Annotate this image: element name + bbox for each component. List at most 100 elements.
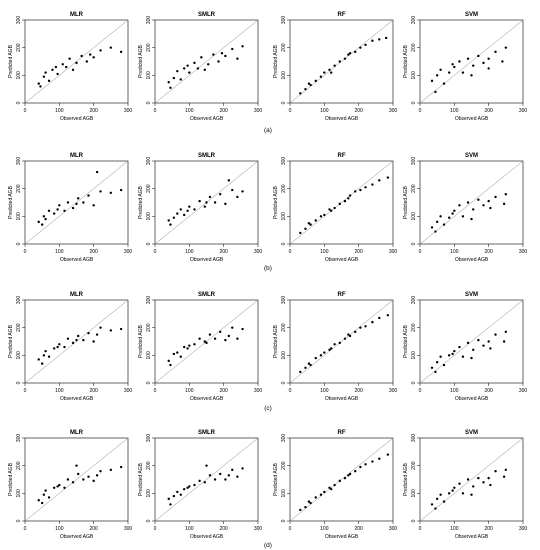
data-point	[40, 501, 44, 505]
data-point	[364, 43, 367, 47]
data-point	[179, 78, 182, 81]
y-tick-label: 200	[16, 43, 22, 52]
plot-frame	[154, 437, 259, 522]
data-point	[198, 479, 201, 483]
plot-frame	[289, 299, 394, 384]
y-tick-label: 200	[16, 461, 22, 470]
data-point	[504, 193, 508, 196]
x-tick-label: 300	[254, 108, 263, 114]
panel-title: SVM	[465, 292, 478, 298]
y-tick-label: 200	[281, 43, 287, 52]
data-point	[447, 71, 451, 74]
y-tick-label: 0	[16, 381, 22, 384]
data-point	[458, 204, 461, 207]
y-tick-label: 200	[281, 184, 287, 193]
x-tick-label: 0	[24, 388, 27, 394]
x-tick-label: 300	[519, 108, 528, 114]
x-tick-label: 200	[219, 108, 228, 114]
data-point	[227, 474, 231, 477]
y-tick-label: 200	[281, 461, 287, 470]
row-label: (b)	[264, 265, 272, 272]
plot-frame	[154, 19, 259, 104]
data-point	[453, 65, 456, 69]
data-point	[213, 337, 217, 340]
data-point	[343, 199, 347, 203]
data-point	[347, 197, 350, 200]
y-tick-label: 200	[411, 184, 417, 193]
x-tick-label: 300	[254, 249, 263, 255]
data-point	[319, 493, 323, 496]
scatter-panel-rf-1: RF 0 100 200 300 0 100 200 300 Observed AGB Predic…	[273, 12, 397, 122]
one-to-one-line	[24, 299, 129, 384]
data-point	[95, 170, 99, 174]
data-point	[207, 63, 210, 66]
one-to-one-line	[24, 437, 129, 522]
data-point	[37, 499, 40, 502]
data-point	[44, 217, 47, 221]
x-tick-label: 300	[519, 249, 528, 255]
data-point	[196, 67, 200, 70]
data-point	[172, 494, 176, 498]
data-point	[203, 205, 206, 208]
x-tick-label: 100	[450, 108, 459, 114]
one-to-one-line	[154, 19, 259, 104]
data-point	[75, 338, 78, 342]
y-tick-label: 100	[16, 212, 22, 221]
data-point	[40, 223, 44, 226]
x-tick-label: 200	[219, 526, 228, 532]
y-tick-label: 0	[16, 101, 22, 104]
data-point	[193, 208, 196, 211]
y-tick-label: 200	[411, 461, 417, 470]
one-to-one-line	[24, 160, 129, 245]
data-point	[61, 63, 64, 66]
data-point	[51, 68, 54, 72]
data-point	[386, 314, 390, 317]
row-label: (a)	[264, 127, 272, 134]
y-tick-label: 200	[411, 43, 417, 52]
y-tick-label: 100	[146, 212, 152, 221]
scatter-panel-svm-1: SVM 0 100 200 300 0 100 200 300 Observed AGB Predi…	[403, 12, 527, 122]
y-axis-label: Predicted AGB	[138, 185, 144, 218]
y-tick-label: 100	[411, 71, 417, 80]
data-point	[176, 490, 179, 494]
plot-frame	[289, 437, 394, 522]
data-point	[489, 347, 492, 350]
data-point	[198, 337, 201, 340]
data-point	[378, 316, 381, 320]
data-point	[77, 334, 80, 338]
data-point	[58, 343, 61, 346]
data-point	[188, 71, 191, 74]
scatter-panel-svm-3: SVM 0 100 200 300 0 100 200 300 Observed AGB Predi…	[403, 292, 527, 402]
y-tick-label: 0	[146, 381, 152, 384]
data-point	[451, 489, 454, 492]
data-point	[477, 476, 480, 480]
x-axis-label: Observed AGB	[325, 116, 359, 122]
data-point	[447, 492, 451, 495]
y-tick-label: 200	[146, 184, 152, 193]
data-point	[504, 46, 508, 49]
data-point	[219, 193, 222, 196]
data-point	[442, 82, 446, 85]
data-point	[63, 345, 66, 349]
data-point	[461, 215, 465, 218]
y-tick-label: 100	[146, 71, 152, 80]
data-point	[359, 465, 362, 469]
data-point	[439, 355, 442, 358]
data-point	[99, 470, 102, 473]
data-point	[68, 57, 71, 60]
data-point	[330, 347, 333, 350]
panel-title: MLR	[70, 12, 84, 18]
data-point	[359, 46, 362, 49]
data-point	[487, 57, 490, 60]
x-axis-label: Observed AGB	[325, 396, 359, 402]
scatter-panel-mlr-3: MLR 0 100 200 300 0 100 200 300 Observed AGB Predi…	[8, 292, 132, 402]
data-point	[304, 366, 307, 369]
one-to-one-line	[419, 160, 524, 245]
data-point	[71, 341, 75, 345]
y-tick-label: 200	[16, 323, 22, 332]
data-point	[236, 337, 239, 340]
data-point	[66, 337, 70, 340]
data-point	[52, 486, 56, 489]
data-point	[470, 217, 473, 221]
data-point	[371, 183, 374, 186]
